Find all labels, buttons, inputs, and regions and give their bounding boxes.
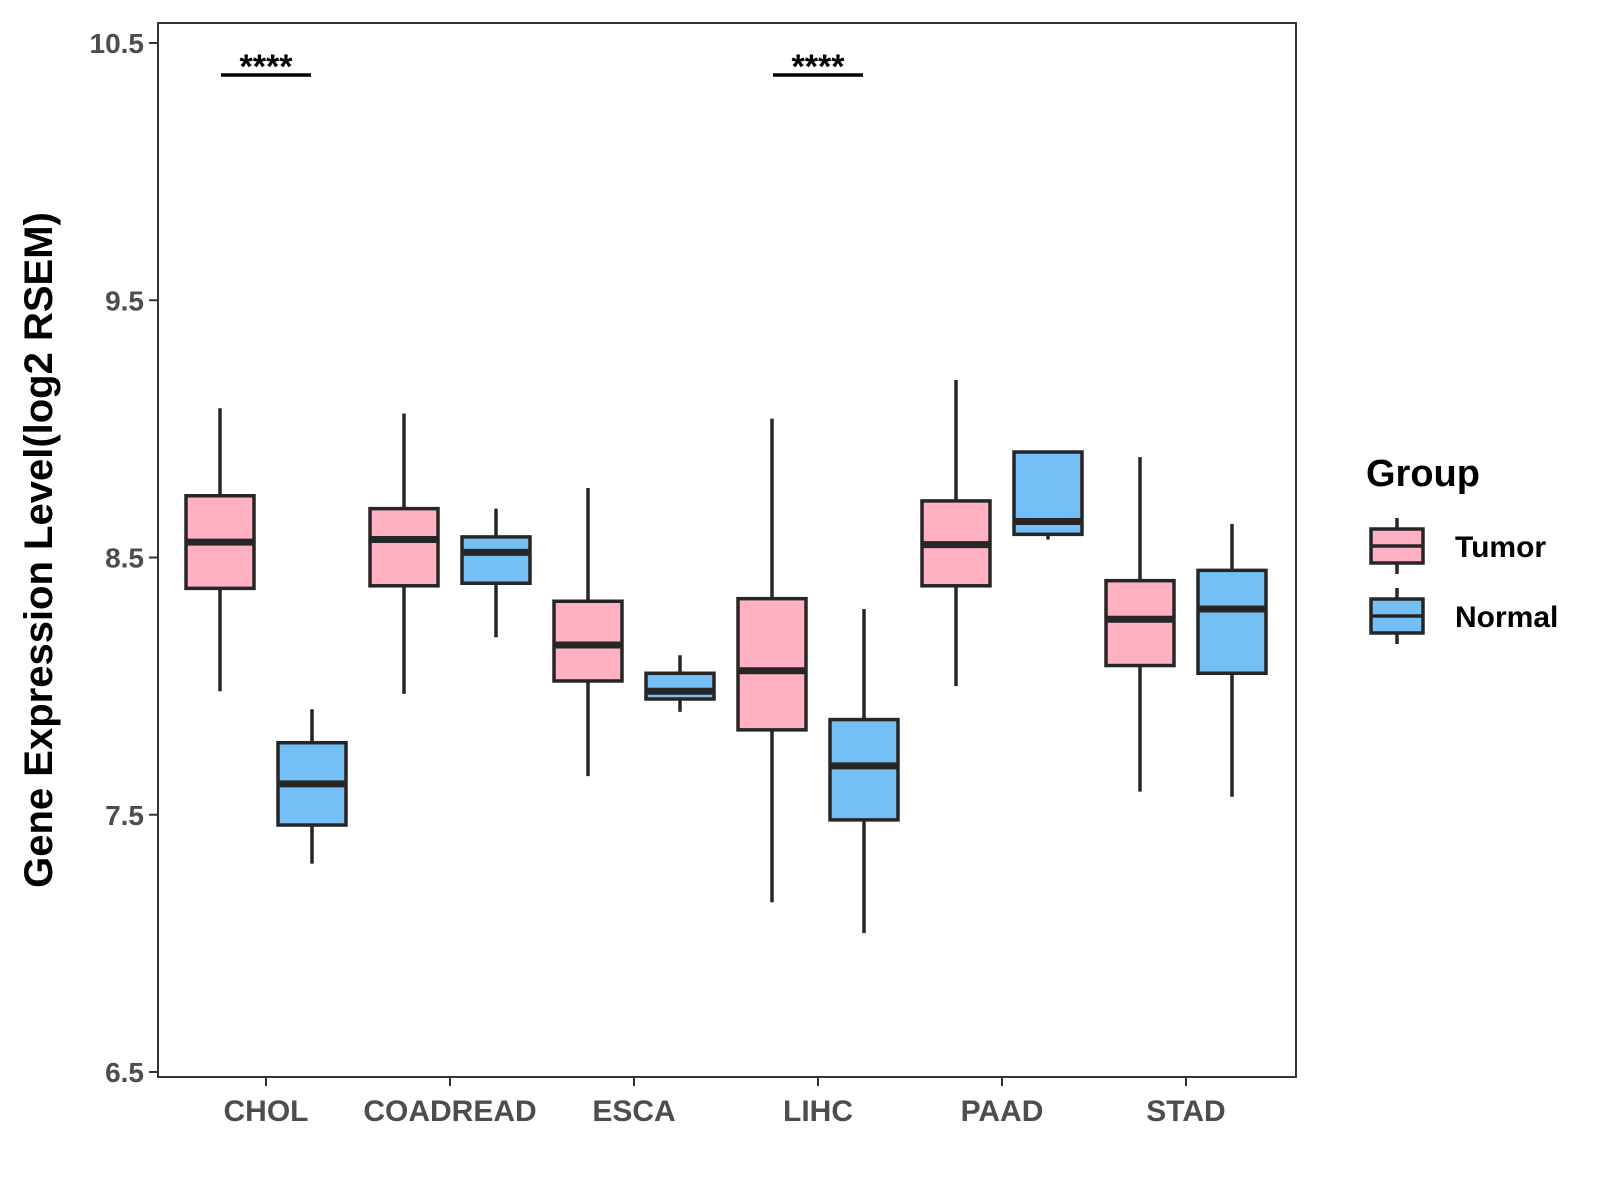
box-normal-esca [644, 655, 716, 712]
box-normal-lihc [828, 608, 900, 934]
box-iqr [1104, 578, 1176, 668]
box-tumor-stad [1104, 457, 1176, 792]
box-iqr [736, 596, 808, 732]
box-iqr [828, 717, 900, 822]
y-tick-label: 7.5 [105, 800, 144, 831]
y-tick-label: 10.5 [90, 28, 145, 59]
x-tick-label: COADREAD [363, 1095, 536, 1128]
box-tumor-esca [552, 488, 624, 777]
legend-item-normal: Normal [1369, 588, 1558, 644]
box-normal-stad [1196, 524, 1268, 797]
box-iqr [552, 599, 624, 683]
box-tumor-paad [920, 379, 992, 687]
panel-border [157, 22, 1297, 1078]
box-normal-coadread [460, 508, 532, 638]
y-axis: 6.5 7.5 8.5 9.5 10.5 [90, 28, 158, 1088]
y-axis-title: Gene Expression Level(log2 RSEM) [17, 212, 61, 888]
y-tick-label: 6.5 [105, 1057, 144, 1088]
significance-label: **** [792, 48, 846, 86]
box-iqr [1196, 568, 1268, 676]
x-tick-label: ESCA [592, 1095, 675, 1128]
box-tumor-lihc [736, 418, 808, 903]
x-tick-label: STAD [1146, 1095, 1225, 1128]
box-normal-paad [1012, 450, 1084, 540]
box-normal-chol [276, 709, 348, 864]
legend-title: Group [1366, 453, 1480, 495]
x-tick-label: CHOL [224, 1095, 309, 1128]
x-tick-label: PAAD [961, 1095, 1044, 1128]
legend: Group Tumor Normal [1366, 453, 1558, 644]
box-iqr [460, 535, 532, 585]
box-tumor-chol [184, 408, 256, 692]
legend-label: Tumor [1455, 531, 1546, 564]
y-tick-label: 9.5 [105, 285, 144, 316]
box-iqr [368, 506, 440, 588]
significance-label: **** [240, 48, 294, 86]
legend-item-tumor: Tumor [1369, 518, 1546, 574]
box-tumor-coadread [368, 413, 440, 694]
x-tick-label: LIHC [783, 1095, 853, 1128]
box-series [184, 379, 1268, 934]
legend-label: Normal [1455, 601, 1558, 634]
significance-annotations: **** **** [221, 48, 863, 86]
box-iqr [644, 671, 716, 701]
x-axis: CHOL COADREAD ESCA LIHC PAAD STAD [224, 1077, 1226, 1128]
y-tick-label: 8.5 [105, 543, 144, 574]
